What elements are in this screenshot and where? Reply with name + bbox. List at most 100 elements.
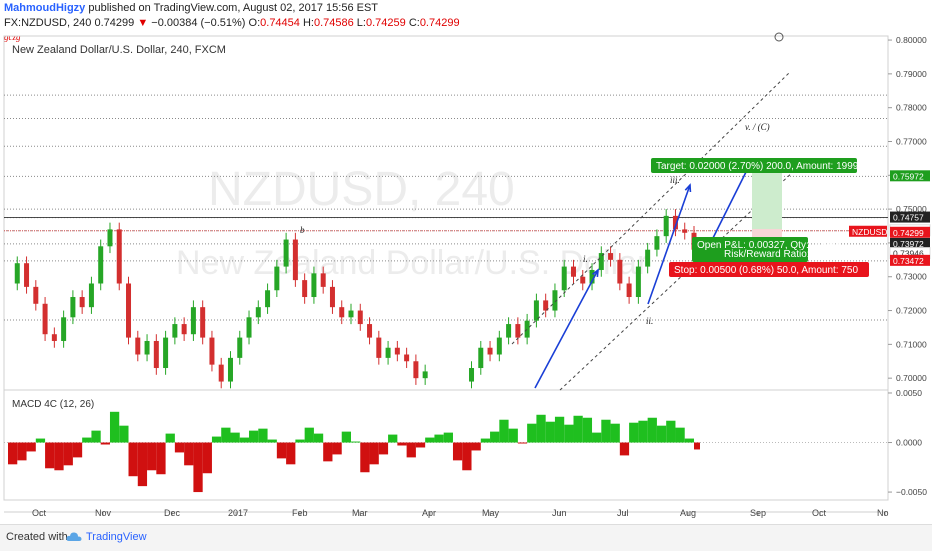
wave-label: v. / (C) [745, 122, 770, 132]
price-label-bg [890, 226, 930, 238]
stop-label-bg [669, 262, 869, 277]
candle-body [404, 354, 410, 362]
macd-bar [684, 438, 694, 443]
macd-bar [462, 442, 472, 471]
time-tick-label: Feb [292, 508, 308, 518]
macd-bar [397, 442, 407, 446]
time-tick-label: Oct [812, 508, 827, 518]
last-price: 0.74299 [94, 17, 135, 29]
price-label-bg [890, 211, 930, 223]
candle-body [682, 229, 688, 233]
candle-body [153, 340, 159, 369]
candle-body [598, 253, 604, 270]
candle-body [265, 290, 271, 308]
macd-bar [82, 437, 92, 443]
macd-bar [619, 442, 630, 456]
macd-bar [63, 442, 73, 466]
candle-body [218, 364, 224, 382]
candle-body [506, 324, 512, 338]
candle-body [672, 215, 678, 230]
price-change: −0.00384 (−0.51%) [151, 17, 246, 29]
candle-body [376, 337, 382, 358]
macd-bar [610, 423, 620, 443]
candle-body [524, 320, 530, 338]
macd-bar [564, 424, 574, 443]
price-tick-label: 0.73000 [896, 272, 927, 282]
macd-bar [536, 414, 546, 443]
time-tick-label: No [877, 508, 889, 518]
candle-body [320, 273, 326, 287]
price-tick-label: 0.72000 [896, 306, 927, 316]
candle-body [14, 263, 20, 284]
candle-body [302, 280, 308, 298]
price-label: 0.73972 [893, 239, 924, 249]
macd-bar [443, 432, 453, 443]
macd-bar [471, 442, 481, 451]
macd-bar [545, 421, 555, 443]
pnl-label-bg [692, 237, 808, 262]
macd-bar [666, 420, 676, 443]
open-value: 0.74454 [260, 17, 300, 29]
pnl-label-text: Open P&L: 0.00327, Qty: 49999 [697, 240, 840, 251]
macd-bar [267, 439, 277, 443]
candle-body [172, 324, 178, 338]
price-label: 0.73472 [893, 256, 924, 266]
arrowhead-icon [592, 268, 599, 278]
open-label: O: [248, 17, 261, 29]
macd-bar [629, 422, 639, 443]
target-label: Target: 0.02000 (2.70%) 200.0, Amount: 1… [651, 158, 873, 173]
stop-label-text: Stop: 0.00500 (0.68%) 50.0, Amount: 750 [674, 265, 858, 276]
candle-body [209, 337, 215, 365]
price-chart[interactable]: NZDUSD, 240 New Zealand Dollar/U.S. Dolla… [0, 0, 932, 524]
macd-tick-label: 0.0050 [896, 388, 922, 398]
chart-subtitle: New Zealand Dollar/U.S. Dollar, 240, FXC… [12, 44, 226, 56]
candle-body [274, 266, 280, 291]
macd-bar [137, 442, 148, 487]
candle-body [533, 300, 539, 321]
time-tick-label: Apr [422, 508, 436, 518]
high-label: H: [302, 17, 314, 29]
candle-body [617, 259, 623, 284]
macd-bar [388, 434, 398, 443]
candle-body [654, 236, 660, 250]
author-link[interactable]: MahmoudHigzy [4, 2, 86, 14]
macd-bar [341, 431, 351, 443]
candle-body [515, 324, 521, 338]
candle-body [283, 239, 289, 267]
wave-label: ii. [646, 316, 653, 326]
candle-body [79, 297, 85, 308]
macd-bar [72, 442, 83, 458]
macd-bar [276, 442, 287, 459]
macd-bar [480, 438, 491, 443]
candle-body [422, 371, 428, 379]
macd-bar [554, 416, 565, 443]
macd-bar [592, 432, 602, 443]
macd-bar [258, 428, 268, 443]
author-logo: gczg [4, 32, 21, 42]
candle-body [42, 303, 48, 335]
footer-bar: Created with TradingView [0, 524, 932, 551]
wave-projection-line [534, 269, 599, 389]
candle-body [311, 273, 317, 298]
macd-bar [35, 438, 46, 443]
target-label-text: Target: 0.02000 (2.70%) 200.0, Amount: 1… [656, 161, 873, 172]
candle-body [348, 310, 354, 318]
candle-body [135, 337, 141, 355]
candle-body [181, 324, 187, 335]
wave-label: iii. [670, 175, 680, 185]
pnl-label: Open P&L: 0.00327, Qty: 49999 [692, 237, 840, 262]
macd-bar [156, 442, 166, 475]
price-tick-label: 0.79000 [896, 69, 927, 79]
macd-bar [434, 434, 444, 443]
macd-bar [508, 428, 518, 443]
candle-body [61, 317, 67, 341]
macd-bar [647, 417, 657, 443]
tradingview-link[interactable]: TradingView [86, 531, 147, 543]
candle-body [33, 286, 39, 304]
macd-bar [415, 442, 426, 448]
macd-bar [239, 437, 250, 443]
macd-bar [221, 427, 231, 443]
symbol-tag: NZDUSD [852, 227, 887, 237]
candle-body [190, 307, 196, 335]
candle-body [107, 229, 113, 247]
